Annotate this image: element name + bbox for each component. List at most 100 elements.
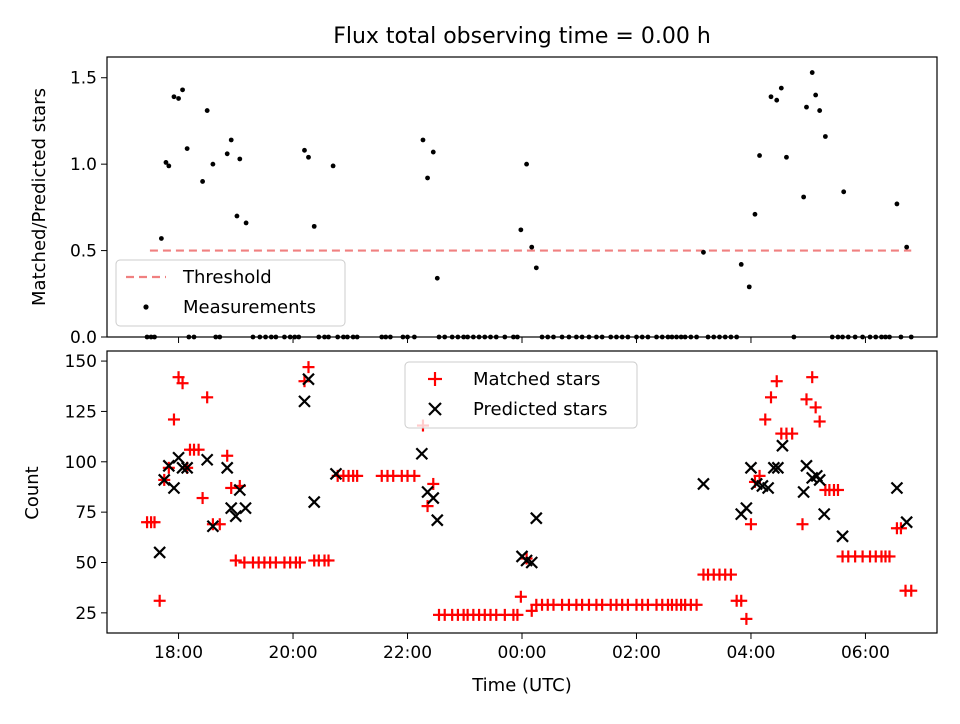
- predicted-star-point: [302, 372, 315, 386]
- top-y-axis-label: Matched/Predicted stars: [29, 88, 50, 306]
- figure-title: Flux total observing time = 0.00 h: [333, 24, 711, 49]
- measurement-point: [801, 194, 807, 200]
- measurement-point: [306, 154, 311, 160]
- top-y-tick-label: 1.5: [70, 69, 97, 89]
- bottom-y-tick-label: 75: [75, 503, 97, 523]
- top-y-tick-label: 1.0: [70, 155, 97, 175]
- predicted-star-point: [200, 453, 214, 467]
- measurement-point: [774, 97, 780, 103]
- predicted-star-point: [153, 546, 166, 559]
- measurement-point: [757, 153, 762, 158]
- measurement-point: [809, 70, 815, 75]
- predicted-star-point: [172, 451, 185, 465]
- predicted-star-point: [167, 481, 181, 495]
- predicted-star-point: [229, 509, 243, 523]
- predicted-star-point: [767, 461, 781, 475]
- measurement-point: [784, 154, 789, 160]
- matched-star-point: [176, 377, 189, 390]
- measurement-point: [768, 94, 774, 100]
- bottom-y-tick-label: 150: [65, 352, 97, 372]
- measurement-point: [330, 163, 336, 169]
- measurement-point: [841, 189, 847, 195]
- measurement-point: [822, 134, 828, 139]
- measurement-point: [804, 104, 809, 110]
- measurement-point: [228, 137, 234, 143]
- predicted-star-point: [530, 511, 543, 525]
- measurement-point: [425, 175, 430, 181]
- bottom-panel: 25 50 75 100 125 150 18:00 20:00 22:00 00:00 02:00…: [22, 350, 938, 696]
- predicted-star-point: [426, 491, 440, 505]
- matched-star-point: [162, 461, 175, 474]
- x-axis-label: Time (UTC): [471, 675, 572, 696]
- matched-star-point: [800, 393, 813, 406]
- matched-star-point: [525, 604, 538, 617]
- measurement-point: [184, 146, 190, 152]
- legend-matched-swatch: [428, 372, 442, 386]
- predicted-star-point: [797, 485, 810, 499]
- predicted-star-point: [220, 461, 234, 475]
- predicted-star-point: [176, 461, 189, 475]
- predicted-star-point: [431, 513, 444, 527]
- bottom-y-tick-label: 125: [65, 402, 97, 422]
- legend-threshold-label: Threshold: [182, 267, 272, 288]
- bottom-y-tick-label: 100: [65, 453, 97, 473]
- predicted-star-point: [233, 483, 247, 497]
- predicted-star-point: [307, 495, 321, 509]
- bottom-axes-frame: [106, 350, 938, 634]
- predicted-star-point: [800, 459, 813, 473]
- matched-star-point: [153, 594, 166, 607]
- matched-star-point: [201, 391, 214, 404]
- predicted-star-point: [239, 501, 252, 515]
- bottom-x-tick-label: 06:00: [841, 643, 890, 663]
- measurement-point: [204, 108, 210, 113]
- bottom-ticks: 25 50 75 100 125 150 18:00 20:00 22:00 00:00 02:00…: [65, 352, 890, 663]
- bottom-x-tick-label: 00:00: [498, 643, 547, 663]
- predicted-star-point: [697, 477, 710, 491]
- predicted-star-point: [761, 481, 775, 495]
- bottom-x-tick-label: 02:00: [612, 643, 661, 663]
- matched-star-point: [905, 584, 918, 597]
- measurement-point: [158, 236, 164, 241]
- predicted-star-point: [224, 501, 238, 515]
- predicted-star-point: [813, 473, 826, 487]
- bottom-legend-box: [404, 361, 638, 429]
- matched-star-point: [196, 492, 209, 505]
- measurement-point: [420, 137, 426, 143]
- bottom-y-tick-label: 25: [75, 604, 97, 624]
- measurement-point: [234, 213, 240, 219]
- measurement-point: [738, 262, 744, 267]
- matched-star-point: [724, 568, 737, 581]
- predicted-star-point: [525, 556, 539, 569]
- matched-star-point: [770, 375, 783, 388]
- matched-star-point: [172, 371, 185, 384]
- measurement-point: [701, 249, 706, 255]
- measurement-point: [813, 92, 819, 98]
- predicted-star-point: [890, 481, 904, 495]
- matched-star-point: [831, 483, 844, 496]
- matched-star-point: [148, 516, 161, 529]
- matched-star-point: [740, 612, 753, 625]
- predicted-star-point: [298, 395, 311, 408]
- top-axes-frame: [106, 56, 938, 338]
- matched-star-point: [221, 449, 234, 462]
- bottom-x-tick-label: 04:00: [726, 643, 775, 663]
- matched-star-point: [298, 375, 311, 388]
- predicted-star-point: [162, 459, 176, 473]
- measurement-point: [904, 244, 910, 250]
- predicted-star-point: [817, 507, 831, 521]
- matched-star-point: [511, 608, 524, 621]
- matched-star-point: [744, 518, 757, 531]
- matched-star-point: [765, 391, 777, 404]
- predicted-star-point: [900, 515, 913, 529]
- top-legend: Threshold Measurements: [115, 259, 346, 327]
- measurement-point: [302, 147, 307, 153]
- measurement-point: [746, 284, 752, 290]
- matched-star-point: [167, 413, 180, 426]
- top-y-tick-label: 0.0: [70, 328, 97, 348]
- predicted-star-point: [415, 447, 429, 461]
- bottom-x-tick-label: 22:00: [383, 643, 432, 663]
- measurement-point: [533, 265, 539, 271]
- matched-star-point: [427, 477, 440, 490]
- matched-star-point: [786, 427, 799, 440]
- measurement-point: [894, 201, 900, 207]
